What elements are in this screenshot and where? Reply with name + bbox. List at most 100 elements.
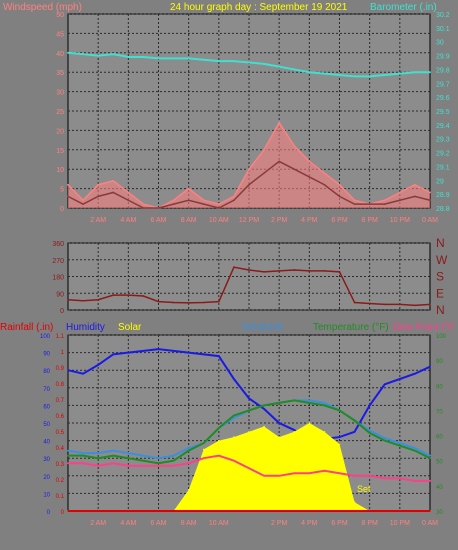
data-point (263, 271, 265, 273)
data-point (142, 350, 145, 352)
data-point (233, 459, 235, 462)
data-point (323, 469, 326, 472)
data-point (233, 199, 235, 202)
x-tick-label: 2 AM (90, 217, 106, 224)
data-point (127, 452, 130, 454)
data-point (187, 447, 190, 449)
data-point (202, 203, 205, 205)
data-point (157, 348, 160, 350)
windspeed-area (68, 122, 430, 208)
data-point (142, 459, 145, 462)
temperature-legend: Temperature (°F) (313, 322, 389, 333)
data-point (142, 203, 145, 205)
data-point (233, 266, 235, 268)
data-point (293, 429, 296, 431)
data-point (263, 408, 265, 410)
humidity-tick-label: 0 (47, 510, 51, 516)
data-point (293, 145, 296, 147)
data-point (353, 199, 356, 202)
data-point (157, 510, 160, 512)
x-tick-label: 8 PM (361, 520, 378, 527)
data-point (127, 351, 130, 354)
data-point (67, 298, 69, 301)
data-point (338, 74, 341, 76)
data-point (353, 475, 356, 477)
x-tick-label: 6 PM (331, 217, 348, 224)
data-point (399, 191, 401, 194)
data-point (293, 472, 296, 475)
data-point (202, 442, 205, 444)
data-point (338, 436, 341, 438)
data-point (263, 510, 265, 512)
windspeed-tick-label: 50 (56, 12, 64, 19)
data-point (67, 195, 69, 198)
data-point (97, 195, 99, 198)
humidity-tick-label: 50 (43, 422, 50, 428)
data-point (218, 207, 220, 209)
data-point (112, 191, 115, 194)
rainfall-tick-label: 1 (61, 350, 65, 356)
data-point (248, 183, 250, 186)
data-point (172, 199, 175, 202)
data-point (263, 172, 265, 174)
data-point (263, 475, 265, 477)
data-point (338, 409, 341, 412)
data-point (383, 477, 386, 480)
data-point (429, 365, 431, 368)
x-tick-label: 6 AM (151, 520, 167, 527)
data-point (248, 168, 250, 170)
rainfall-legend: Rainfall (.in) (0, 322, 53, 333)
data-point (67, 183, 69, 186)
data-point (308, 510, 311, 512)
data-point (308, 176, 311, 178)
data-point (368, 302, 371, 305)
data-point (414, 183, 416, 186)
data-point (338, 510, 341, 512)
data-point (202, 353, 205, 356)
data-point (142, 454, 145, 457)
data-point (248, 431, 250, 433)
windspeed-tick-label: 25 (56, 109, 64, 116)
direction-tick-label: 270 (52, 258, 64, 265)
barometer-tick-label: 29.3 (436, 137, 450, 144)
x-tick-label: 0 AM (422, 520, 438, 527)
x-tick-label: 2 PM (271, 217, 288, 224)
humidity-tick-label: 30 (43, 457, 50, 463)
compass-label: S (436, 270, 444, 284)
barometer-tick-label: 30.1 (436, 26, 450, 33)
data-point (82, 53, 84, 55)
data-point (308, 270, 311, 272)
temperature-tick-label: 60 (436, 435, 443, 441)
data-point (399, 303, 401, 306)
compass-label: W (436, 253, 448, 267)
data-point (112, 53, 115, 55)
data-point (383, 383, 386, 386)
data-point (278, 402, 280, 404)
data-point (429, 199, 431, 202)
data-point (233, 436, 235, 438)
data-point (97, 452, 99, 454)
data-point (429, 303, 431, 306)
data-point (112, 353, 115, 356)
data-point (218, 427, 220, 429)
data-point (127, 191, 130, 194)
graph-title: 24 hour graph day : September 19 2021 (170, 2, 348, 13)
data-point (82, 462, 84, 465)
data-point (218, 454, 220, 457)
x-tick-label: 12 PM (239, 217, 259, 224)
barometer-tick-label: 29.4 (436, 123, 450, 130)
data-point (353, 301, 356, 304)
data-point (338, 472, 341, 475)
data-point (429, 457, 431, 460)
data-point (278, 160, 280, 163)
data-point (414, 447, 416, 449)
dewpoint-legend: Dew Point (°F (393, 322, 455, 333)
x-tick-label: 8 AM (181, 217, 197, 224)
data-point (202, 448, 205, 451)
data-point (263, 425, 265, 428)
temperature-tick-label: 40 (436, 485, 443, 491)
data-point (414, 71, 416, 73)
humidity-tick-label: 90 (43, 352, 50, 358)
solar-legend: Solar (118, 322, 142, 333)
data-point (218, 355, 220, 357)
